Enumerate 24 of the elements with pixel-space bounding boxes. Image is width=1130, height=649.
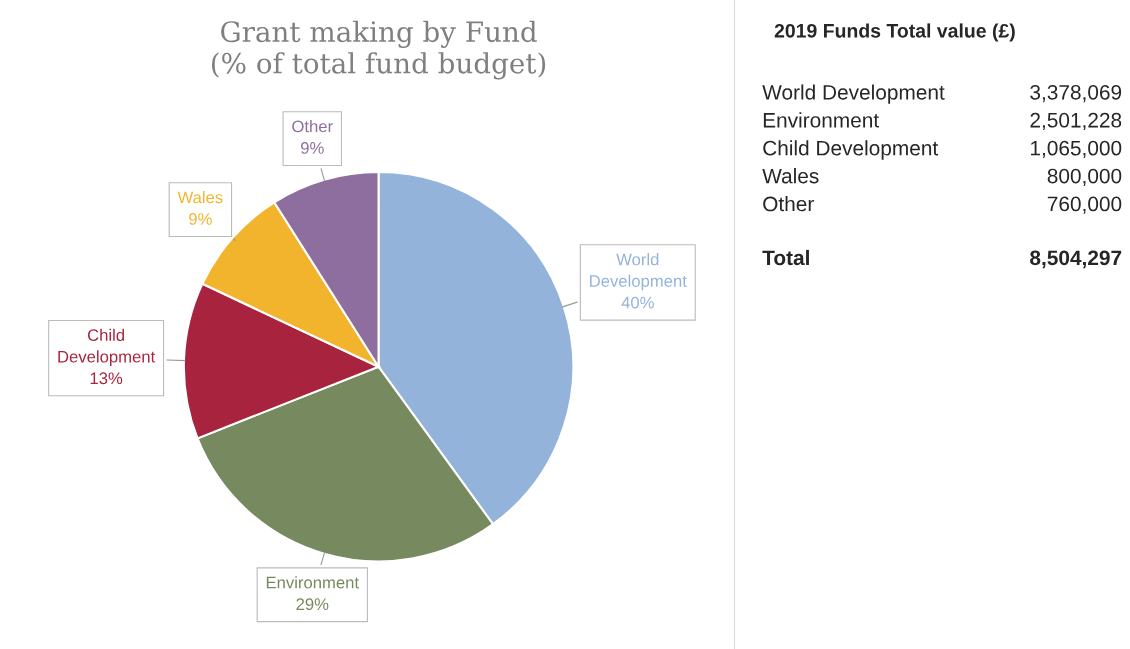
text: Other <box>763 196 814 212</box>
data-label: 13% <box>90 372 123 385</box>
chart-title: Grant making by Fund (% of total fund budget) <box>211 20 546 80</box>
data-label: 40% <box>621 296 654 309</box>
text: Environment <box>763 112 879 128</box>
text: 3,378,069 <box>1030 84 1122 103</box>
text: Wales <box>762 168 819 184</box>
text: 800,000 <box>1047 168 1122 186</box>
slice-label: Wales <box>177 191 223 204</box>
text: 2019 Funds Total value (£) <box>774 23 1015 42</box>
data-label: 9% <box>301 142 324 154</box>
slice-label: Child Development <box>58 328 156 366</box>
text: 1,065,000 <box>1031 140 1122 158</box>
slice-label: World Development <box>590 253 687 291</box>
data-label: 29% <box>296 598 329 611</box>
text: Total <box>762 249 809 266</box>
text: 8,504,297 <box>1030 250 1122 269</box>
slice-label: Other <box>292 120 333 133</box>
slice-label: Environment <box>266 576 359 589</box>
data-label: 9% <box>189 213 212 225</box>
text: World Development <box>762 84 945 104</box>
text: 2,501,228 <box>1030 112 1122 131</box>
text: Child Development <box>763 140 939 160</box>
text: 760,000 <box>1047 196 1122 214</box>
